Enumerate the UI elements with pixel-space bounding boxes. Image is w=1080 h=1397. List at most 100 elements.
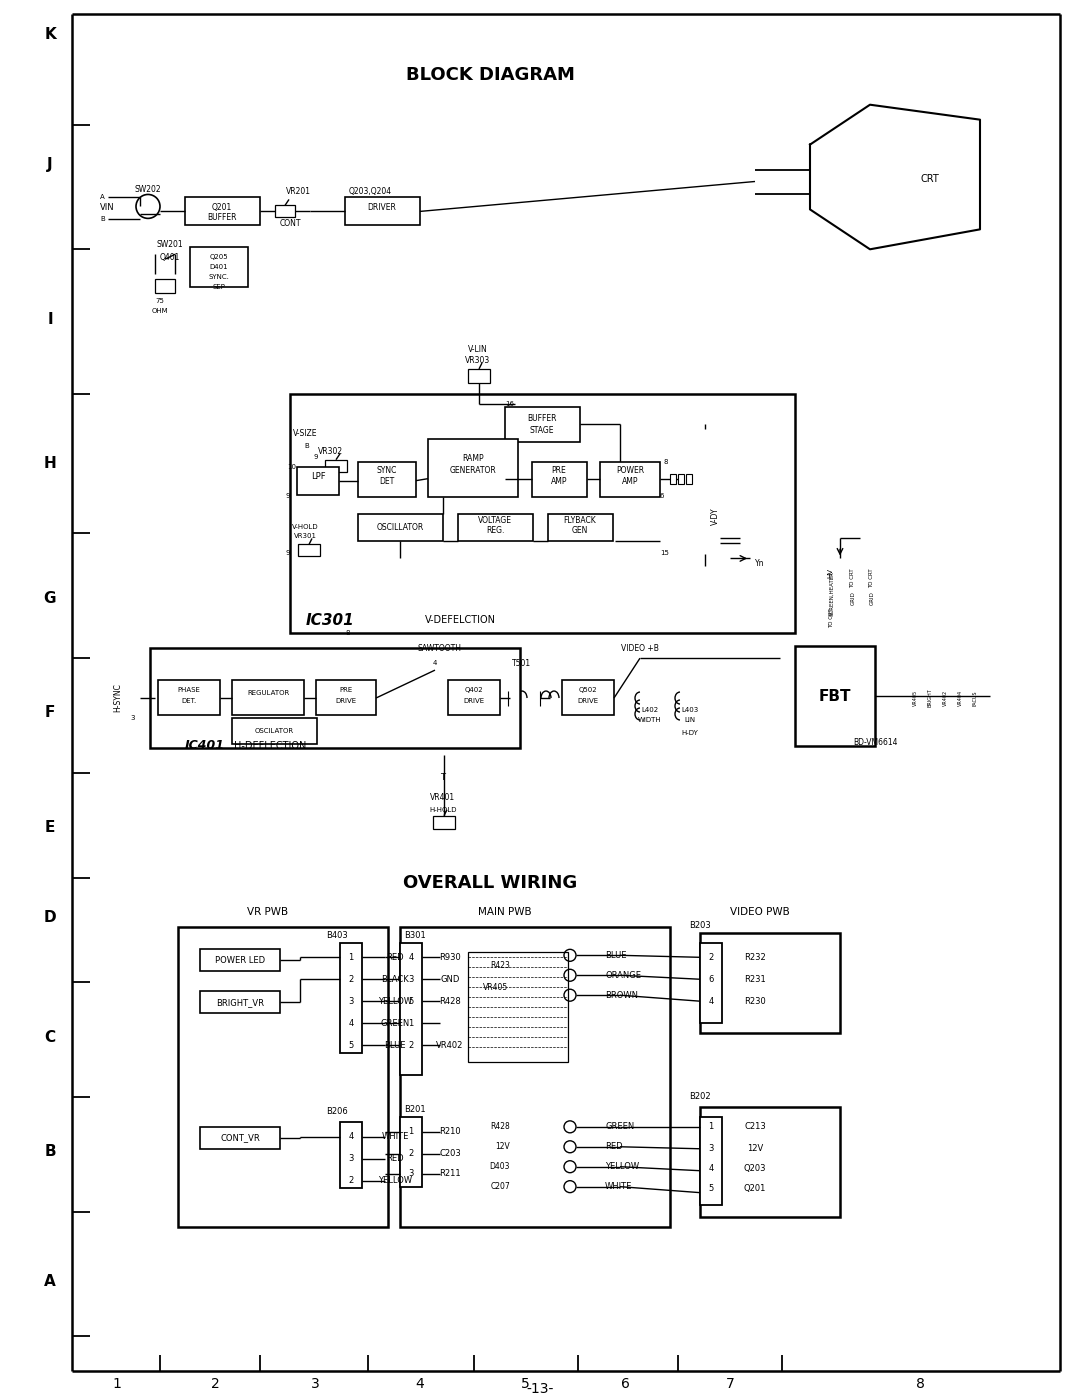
- Text: 3: 3: [408, 1169, 414, 1178]
- Text: DET: DET: [379, 478, 394, 486]
- Text: STAGE: STAGE: [530, 426, 554, 436]
- Text: B: B: [100, 217, 105, 222]
- Text: 2: 2: [211, 1377, 219, 1391]
- Text: CRT: CRT: [920, 175, 940, 184]
- Text: 1: 1: [408, 1127, 414, 1136]
- Text: R210: R210: [440, 1127, 461, 1136]
- Text: BD-VM6614: BD-VM6614: [853, 739, 897, 747]
- Bar: [700, 1106, 840, 1217]
- Text: 2: 2: [349, 1176, 353, 1185]
- Text: J: J: [48, 156, 53, 172]
- Text: 7: 7: [726, 1377, 734, 1391]
- Text: BROWN: BROWN: [605, 990, 638, 1000]
- Text: 2: 2: [408, 1041, 414, 1049]
- Text: Q205: Q205: [210, 254, 228, 260]
- Text: B206: B206: [326, 1108, 348, 1116]
- Bar: [291, 394, 795, 633]
- Text: BUFFER: BUFFER: [527, 415, 557, 423]
- Text: H-DEFLECTION: H-DEFLECTION: [233, 740, 307, 752]
- Text: 6: 6: [708, 975, 714, 983]
- Text: PHASE: PHASE: [177, 687, 201, 693]
- Text: SEP: SEP: [213, 284, 226, 291]
- Bar: [178, 928, 388, 1227]
- Text: Q201: Q201: [744, 1185, 766, 1193]
- Bar: [200, 950, 280, 971]
- Text: 4: 4: [708, 996, 714, 1006]
- Text: A: A: [100, 194, 105, 200]
- Text: CONT_VR: CONT_VR: [220, 1133, 260, 1143]
- Text: OSCILATOR: OSCILATOR: [255, 728, 294, 733]
- Text: BLUE: BLUE: [605, 951, 626, 960]
- Text: GREEN: GREEN: [605, 1122, 634, 1132]
- Text: VIN: VIN: [100, 203, 114, 212]
- Text: 16: 16: [505, 401, 514, 407]
- Text: B: B: [44, 1144, 56, 1160]
- Text: H-DY: H-DY: [681, 731, 699, 736]
- Text: H-SYNC: H-SYNC: [113, 683, 122, 712]
- Text: 4: 4: [708, 1164, 714, 1173]
- Text: SW202: SW202: [135, 184, 161, 194]
- Text: YELLOW: YELLOW: [378, 1176, 413, 1185]
- Text: TO CRT: TO CRT: [829, 609, 835, 629]
- Text: OVERALL WIRING: OVERALL WIRING: [403, 873, 577, 891]
- Bar: [670, 474, 676, 483]
- Text: 1: 1: [349, 953, 353, 961]
- Text: RED: RED: [605, 1143, 623, 1151]
- Text: GEN: GEN: [571, 527, 589, 535]
- Text: Q203: Q203: [744, 1164, 766, 1173]
- Text: OSCILLATOR: OSCILLATOR: [376, 522, 423, 532]
- Bar: [345, 197, 420, 225]
- Text: RED: RED: [387, 1154, 404, 1164]
- Text: 1: 1: [708, 1122, 714, 1132]
- Text: IC301: IC301: [306, 613, 354, 627]
- Text: GRID: GRID: [851, 591, 855, 605]
- Text: Q201: Q201: [212, 203, 232, 212]
- Text: Q402: Q402: [464, 687, 484, 693]
- Text: B: B: [305, 443, 309, 448]
- Text: REGULATOR: REGULATOR: [247, 690, 289, 696]
- Text: REG.: REG.: [486, 527, 504, 535]
- Bar: [297, 467, 339, 495]
- Text: 6: 6: [660, 493, 664, 499]
- Text: 3: 3: [131, 715, 135, 721]
- Text: 3: 3: [408, 975, 414, 983]
- Text: FLYBACK: FLYBACK: [564, 515, 596, 525]
- Text: 15: 15: [660, 550, 669, 556]
- Bar: [190, 247, 248, 288]
- Bar: [562, 680, 615, 715]
- Text: WHITE: WHITE: [605, 1182, 633, 1192]
- Text: 10: 10: [287, 464, 296, 469]
- Text: D401: D401: [210, 264, 228, 270]
- Text: SYNC.: SYNC.: [208, 274, 229, 281]
- Text: D: D: [43, 909, 56, 925]
- Bar: [400, 1116, 422, 1186]
- Text: 4: 4: [433, 661, 437, 666]
- Text: VR401: VR401: [431, 793, 456, 802]
- Text: B403: B403: [326, 930, 348, 940]
- Bar: [232, 680, 303, 715]
- Text: C207: C207: [490, 1182, 510, 1192]
- Text: R428: R428: [490, 1122, 510, 1132]
- Text: 5: 5: [349, 1041, 353, 1049]
- Text: PRE: PRE: [339, 687, 353, 693]
- Text: FACUS: FACUS: [972, 690, 977, 705]
- Text: PRE: PRE: [552, 467, 566, 475]
- Text: A: A: [44, 1274, 56, 1289]
- Bar: [548, 514, 613, 542]
- Bar: [428, 439, 518, 496]
- Text: -13-: -13-: [526, 1382, 554, 1396]
- Text: VR PWB: VR PWB: [247, 908, 288, 918]
- Text: DRIVE: DRIVE: [336, 698, 356, 704]
- Text: 9: 9: [314, 454, 319, 460]
- Text: B203: B203: [689, 921, 711, 930]
- Text: SAWTOOTH: SAWTOOTH: [418, 644, 462, 652]
- Bar: [468, 953, 568, 1062]
- Text: VR404: VR404: [958, 690, 962, 705]
- Bar: [700, 943, 723, 1023]
- Bar: [795, 647, 875, 746]
- Text: 5: 5: [708, 1185, 714, 1193]
- Bar: [158, 680, 220, 715]
- Text: L402: L402: [642, 707, 659, 712]
- Text: WIDTH: WIDTH: [638, 717, 662, 724]
- Text: V-DEFELCTION: V-DEFELCTION: [424, 615, 496, 626]
